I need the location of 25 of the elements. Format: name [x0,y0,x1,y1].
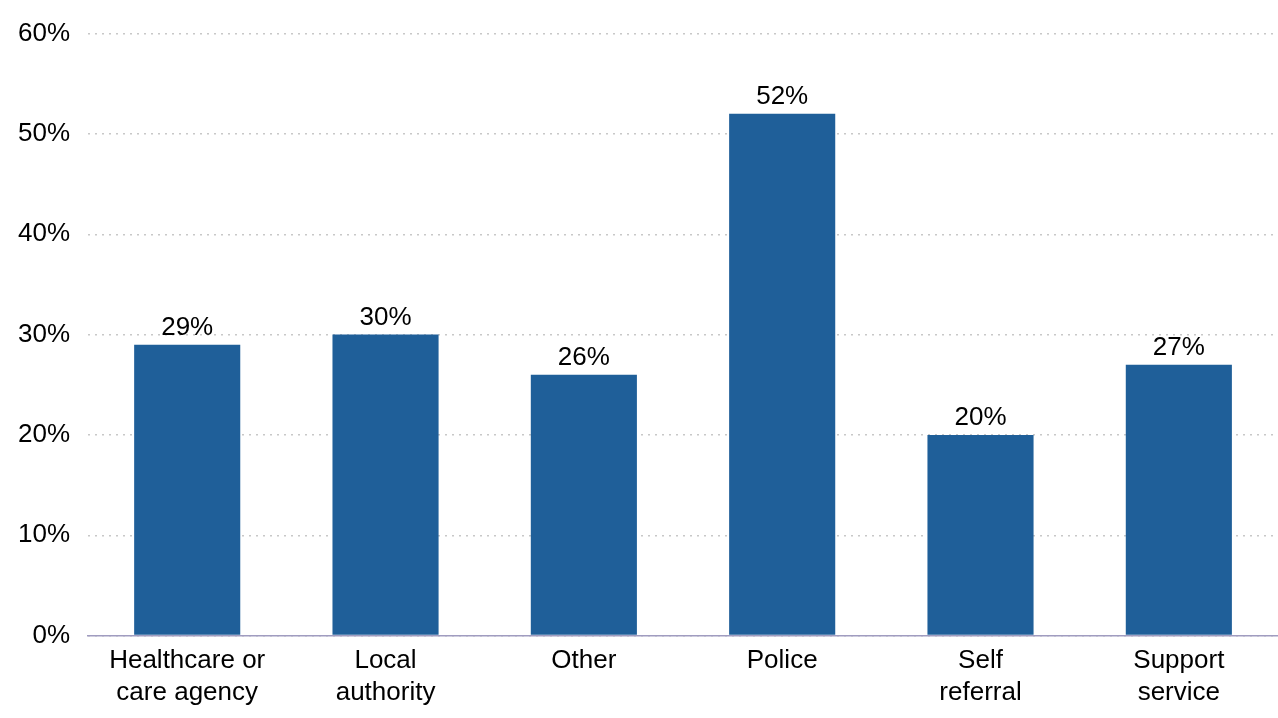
data-label: 26% [557,340,610,371]
x-tick-label: Support service [1133,644,1226,706]
data-label: 27% [1152,330,1205,361]
bar [134,344,241,635]
bar [1125,364,1232,635]
bar [927,434,1034,635]
data-label: 30% [359,300,412,331]
x-tick-label: Police [746,644,818,675]
data-label: 20% [954,401,1007,432]
x-tick-label: Local authority [335,644,436,706]
x-tick-label: Other [551,644,617,675]
y-tick-label: 0% [32,618,71,649]
y-tick-label: 30% [17,317,71,348]
bar [530,374,637,635]
x-tick-label: Self referral [939,644,1022,706]
y-tick-label: 60% [17,16,71,47]
y-tick-label: 10% [17,518,71,549]
bar [332,334,439,635]
data-label: 52% [756,80,809,111]
y-tick-label: 40% [17,217,71,248]
x-tick-label: Healthcare or care agency [109,644,266,706]
data-label: 29% [161,310,214,341]
y-tick-label: 50% [17,117,71,148]
y-tick-label: 20% [17,418,71,449]
bar [729,113,836,635]
